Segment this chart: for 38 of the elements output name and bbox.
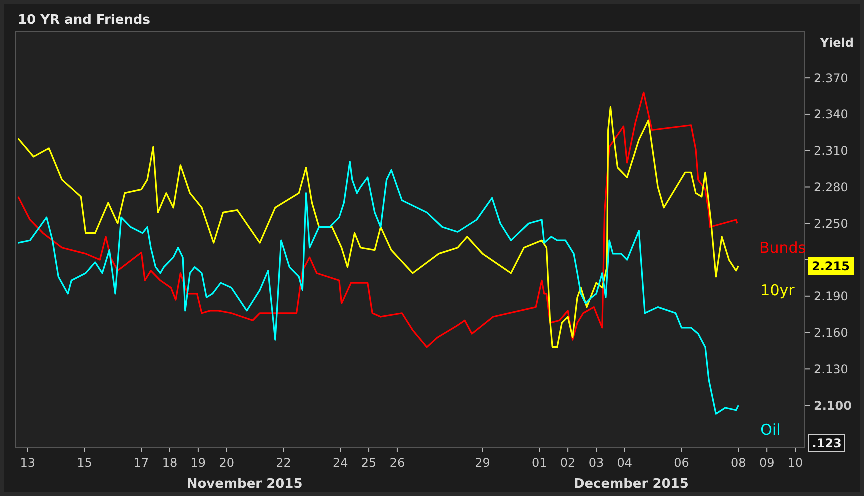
x-tick-label: 24 <box>332 456 348 470</box>
x-tick-label: 17 <box>134 456 150 470</box>
line-series <box>18 160 740 415</box>
x-tick-label: 04 <box>617 456 633 470</box>
y-tick-label: 2.340 <box>814 108 848 122</box>
x-tick-label: 18 <box>162 456 178 470</box>
text: 2.215 <box>812 259 850 274</box>
x-tick-label: 08 <box>731 456 746 470</box>
x-tick-label: 09 <box>759 456 775 470</box>
y-tick-label: 2.100 <box>814 398 852 413</box>
y-tick-label: 2.190 <box>814 290 848 304</box>
chart-title: 10 YR and Friends <box>18 13 151 28</box>
y-axis-title: Yield <box>819 36 854 50</box>
y-tick-label: 2.160 <box>814 326 848 340</box>
y-tick-label: 2.370 <box>814 71 848 86</box>
text: December 2015 <box>574 477 689 492</box>
x-tick-label: 15 <box>77 456 92 470</box>
y-tick-label: 2.280 <box>814 180 848 194</box>
x-tick-label: 02 <box>560 456 576 470</box>
series-label: Bunds <box>759 238 806 257</box>
y-tick-label: 2.250 <box>814 216 848 231</box>
x-tick-label: 01 <box>532 456 548 470</box>
x-tick-label: 20 <box>219 456 235 470</box>
series-label: Oil <box>760 420 781 439</box>
text: November 2015 <box>186 477 303 492</box>
x-tick-label: 19 <box>190 456 206 470</box>
y-tick-label: 2.310 <box>814 144 848 158</box>
x-tick-label: 29 <box>475 456 490 470</box>
x-tick-label: 22 <box>276 456 292 470</box>
y-tick-label: 2.130 <box>814 362 848 376</box>
x-tick-label: 03 <box>588 456 604 470</box>
x-tick-label: 13 <box>20 456 36 470</box>
text: .123 <box>812 436 842 451</box>
x-tick-label: 25 <box>361 456 377 470</box>
x-tick-label: 06 <box>674 456 690 470</box>
x-tick-label: 26 <box>390 456 406 470</box>
series-label: 10yr <box>760 281 796 300</box>
x-tick-label: 10 <box>788 456 804 470</box>
